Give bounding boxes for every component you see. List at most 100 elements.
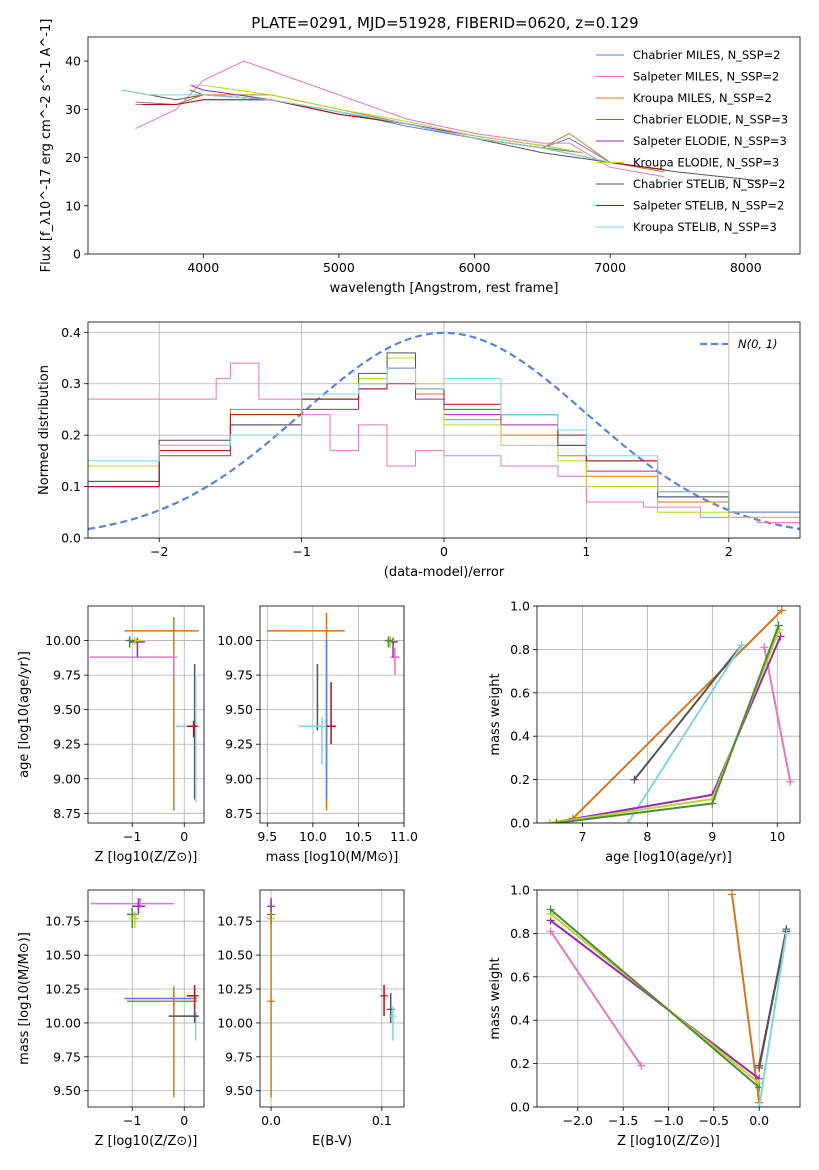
series-marker bbox=[755, 1063, 764, 1072]
y-tick-label: 0.4 bbox=[510, 1013, 530, 1028]
y-tick-label: 9.75 bbox=[225, 668, 253, 683]
legend: N(0, 1) bbox=[700, 337, 778, 351]
legend-label: Kroupa ELODIE, N_SSP=3 bbox=[633, 156, 779, 170]
y-tick-label: 10.25 bbox=[45, 982, 81, 997]
y-tick-label: 9.75 bbox=[53, 1049, 81, 1064]
y-tick-label: 0.0 bbox=[510, 1100, 530, 1115]
y-tick-label: 0.2 bbox=[510, 1056, 530, 1071]
x-tick-label: 9 bbox=[708, 829, 716, 844]
x-tick-label: 7000 bbox=[594, 260, 626, 275]
y-tick-label: 0.6 bbox=[510, 969, 530, 984]
y-tick-label: 0.0 bbox=[61, 531, 81, 546]
series-marker bbox=[545, 819, 554, 823]
series-marker bbox=[546, 927, 555, 936]
y-tick-label: 9.75 bbox=[225, 1049, 253, 1064]
plot-area bbox=[546, 890, 791, 1107]
series-line-salpeter_miles bbox=[135, 60, 665, 178]
series-marker bbox=[623, 819, 632, 823]
panel-residuals: −2 −1 0 1 2 0.0 0.1 0.2 0.3 0.4 (data-model)/error… bbox=[37, 321, 801, 580]
series-marker bbox=[776, 632, 785, 641]
legend-label: Chabrier STELIB, N_SSP=2 bbox=[633, 177, 785, 191]
series-line-chabrier_elodie bbox=[549, 908, 760, 1089]
data-point bbox=[390, 653, 399, 662]
x-tick-label: −2.0 bbox=[563, 1113, 593, 1128]
x-tick-label: 7 bbox=[578, 829, 586, 844]
panel-z-mass: −1 0 9.50 9.75 10.00 10.25 10.50 10.75 Z [log10(… bbox=[17, 889, 205, 1149]
x-tick-label: 6000 bbox=[459, 260, 491, 275]
y-tick-label: 10.00 bbox=[45, 1015, 81, 1030]
y-tick-label: 8.75 bbox=[53, 806, 81, 821]
y-axis-label: age [log10(age/yr)] bbox=[17, 651, 32, 778]
panel-z-weight: −2.0 −1.5 −1.0 −0.5 0.0 0.0 0.2 0.4 0.6 0.8 1.0 Z [… bbox=[488, 883, 801, 1149]
y-tick-label: 1.0 bbox=[510, 883, 530, 898]
series-line-kroupa_miles bbox=[731, 894, 761, 1103]
series-line-kroupa_stelib bbox=[121, 89, 611, 163]
data-point bbox=[169, 653, 178, 662]
panel-spectrum: 4000 5000 6000 7000 8000 0 10 20 30 40 wavelength … bbox=[39, 19, 801, 296]
data-point bbox=[322, 626, 331, 635]
x-tick-label: −2 bbox=[150, 544, 168, 559]
data-point bbox=[267, 997, 276, 1006]
x-tick-label: 0.1 bbox=[372, 1113, 392, 1128]
legend-label: Chabrier ELODIE, N_SSP=3 bbox=[633, 113, 788, 127]
series-marker bbox=[774, 621, 783, 630]
series-marker bbox=[737, 641, 746, 650]
x-tick-label: −1 bbox=[292, 544, 310, 559]
x-tick-label: −0.5 bbox=[699, 1113, 729, 1128]
y-tick-label: 9.50 bbox=[53, 1083, 81, 1098]
plot-area bbox=[89, 617, 200, 811]
y-tick-label: 10.25 bbox=[217, 982, 253, 997]
normal-curve bbox=[88, 331, 800, 531]
y-tick-label: 9.50 bbox=[53, 702, 81, 717]
x-tick-label: 2 bbox=[725, 544, 733, 559]
y-tick-label: 9.00 bbox=[53, 771, 81, 786]
x-tick-label: 4000 bbox=[187, 260, 219, 275]
x-tick-label: 0 bbox=[180, 1113, 188, 1128]
panel-z-age: −1 0 8.75 9.00 9.25 9.50 9.75 10.00 Z [log10(Z/Z… bbox=[17, 605, 205, 865]
y-tick-label: 10.75 bbox=[45, 914, 81, 929]
y-axis-label: mass weight bbox=[488, 673, 503, 755]
plot-area bbox=[90, 898, 200, 1098]
axes-frame bbox=[87, 889, 205, 1108]
series-marker bbox=[786, 777, 795, 786]
axes-frame bbox=[87, 605, 205, 824]
y-tick-label: 8.75 bbox=[225, 806, 253, 821]
y-tick-label: 0.8 bbox=[510, 642, 530, 657]
series-marker bbox=[552, 819, 561, 823]
y-tick-label: 0.2 bbox=[510, 772, 530, 787]
y-tick-label: 9.50 bbox=[225, 702, 253, 717]
data-point bbox=[190, 1012, 199, 1021]
x-axis-label: Z [log10(Z/Z⊙)] bbox=[617, 1134, 720, 1149]
y-tick-label: 10.00 bbox=[217, 633, 253, 648]
y-tick-label: 40 bbox=[65, 54, 81, 69]
y-axis-label: mass weight bbox=[488, 957, 503, 1039]
y-tick-label: 0.3 bbox=[61, 376, 81, 391]
legend-label: Kroupa STELIB, N_SSP=3 bbox=[633, 220, 777, 234]
y-tick-label: 9.25 bbox=[225, 737, 253, 752]
y-tick-label: 1.0 bbox=[510, 599, 530, 614]
series-line-salpeter_miles bbox=[88, 362, 800, 524]
y-tick-label: 10.75 bbox=[217, 914, 253, 929]
data-point bbox=[189, 722, 198, 731]
x-tick-label: 9.5 bbox=[257, 829, 277, 844]
panel-mass-age: 9.5 10.0 10.5 11.0 8.75 9.00 9.25 9.50 9.75 10.00… bbox=[217, 605, 418, 865]
data-point bbox=[134, 902, 143, 911]
data-point bbox=[327, 722, 336, 731]
series-marker bbox=[708, 799, 717, 808]
series-marker bbox=[727, 890, 736, 899]
series-marker bbox=[755, 1103, 764, 1107]
x-axis-label: age [log10(age/yr)] bbox=[605, 850, 732, 865]
series-line-salpeter_miles bbox=[763, 647, 792, 782]
plot-area bbox=[88, 331, 800, 531]
panel-age-weight: 7 8 9 10 0.0 0.2 0.4 0.6 0.8 1.0 age [log10(age/yr… bbox=[488, 599, 801, 865]
plot-area bbox=[121, 60, 760, 183]
data-point bbox=[169, 626, 178, 635]
y-tick-label: 9.50 bbox=[225, 1083, 253, 1098]
y-tick-label: 10.00 bbox=[45, 633, 81, 648]
data-point bbox=[380, 991, 389, 1000]
plot-area bbox=[267, 898, 397, 1098]
x-tick-label: 8000 bbox=[730, 260, 762, 275]
x-axis-label: Z [log10(Z/Z⊙)] bbox=[95, 850, 198, 865]
y-axis-label: Normed distribution bbox=[37, 365, 52, 495]
